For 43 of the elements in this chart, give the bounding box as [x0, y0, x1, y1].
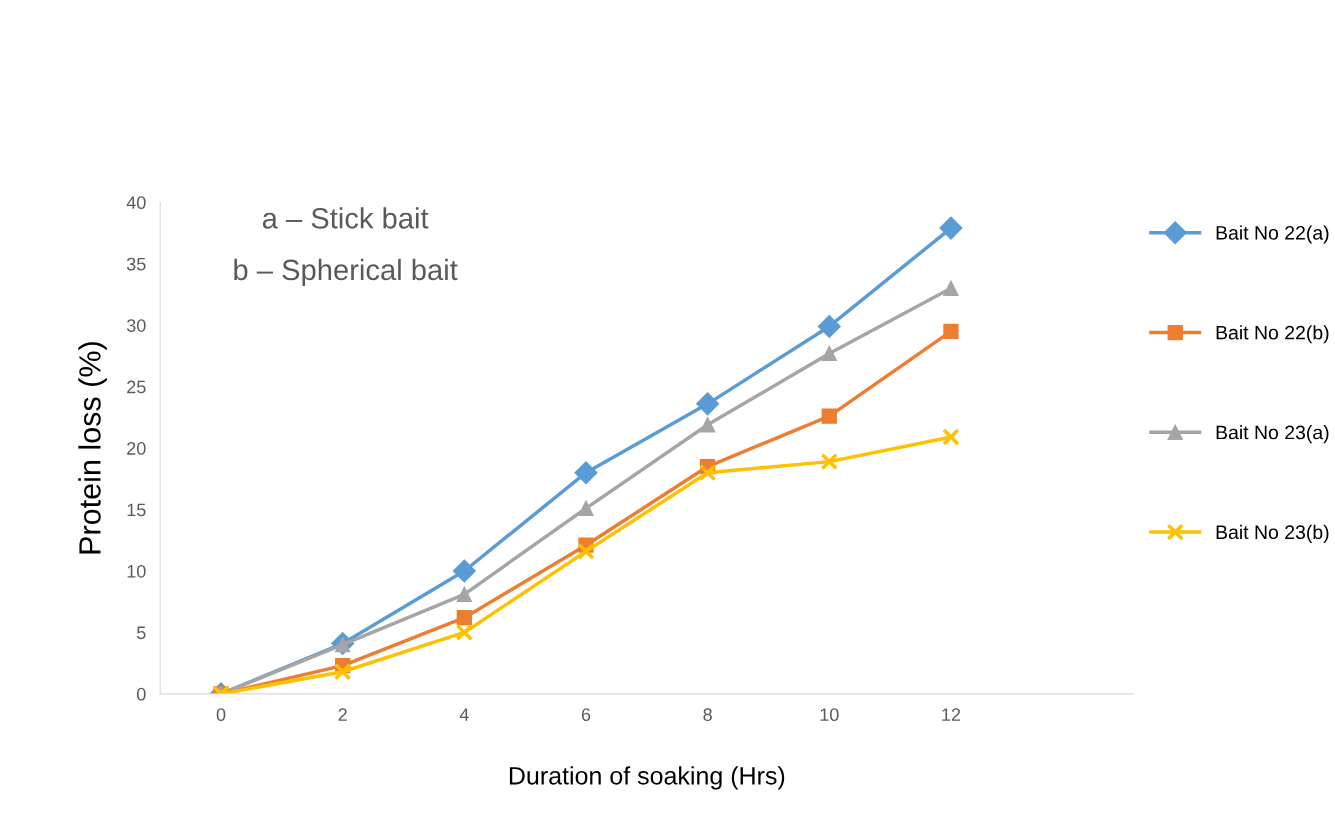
- annotation: b – Spherical bait: [234, 258, 458, 287]
- y-tick-label: 15: [127, 503, 146, 517]
- y-tick-label: 5: [136, 626, 146, 640]
- x-tick-label: 6: [581, 708, 591, 722]
- x-tick-label: 10: [820, 708, 839, 722]
- point: [452, 559, 476, 583]
- point: [820, 452, 838, 471]
- legend-label: Bait No 23(a): [1216, 425, 1329, 444]
- point: [939, 216, 963, 240]
- point: [699, 417, 716, 433]
- point: [698, 463, 717, 482]
- y-tick-label: 10: [127, 564, 146, 578]
- annotation: a – Stick bait: [262, 207, 429, 229]
- point: [942, 428, 960, 446]
- point: [578, 500, 594, 516]
- point: [821, 408, 837, 424]
- x-tick-label: 8: [703, 708, 712, 722]
- legend-label: Bait No 22(a): [1216, 225, 1329, 244]
- legend-label: Bait No 22(b): [1216, 325, 1329, 344]
- y-tick-label: 20: [127, 442, 146, 455]
- y-tick-label: 40: [126, 196, 146, 210]
- y-axis-title: Protein loss (%): [78, 342, 107, 554]
- y-tick-label: 35: [126, 257, 146, 271]
- legend-label: Bait No 23(b): [1216, 524, 1329, 543]
- y-tick-label: 25: [127, 380, 146, 394]
- x-tick-label: 12: [942, 708, 961, 721]
- point: [456, 610, 472, 626]
- point: [577, 542, 595, 561]
- y-tick-label: 30: [126, 319, 146, 332]
- point: [817, 314, 841, 338]
- x-tick-label: 2: [338, 708, 347, 721]
- point: [943, 323, 959, 339]
- point: [943, 280, 959, 296]
- point: [333, 663, 352, 681]
- point: [455, 623, 474, 642]
- y-tick-label: 0: [136, 687, 146, 701]
- point: [456, 586, 472, 602]
- point: [696, 392, 720, 416]
- point: [574, 461, 598, 485]
- point: [821, 345, 837, 362]
- x-tick-label: 4: [459, 708, 469, 721]
- x-tick-label: 0: [216, 708, 226, 722]
- x-axis-title: Duration of soaking (Hrs): [509, 766, 785, 790]
